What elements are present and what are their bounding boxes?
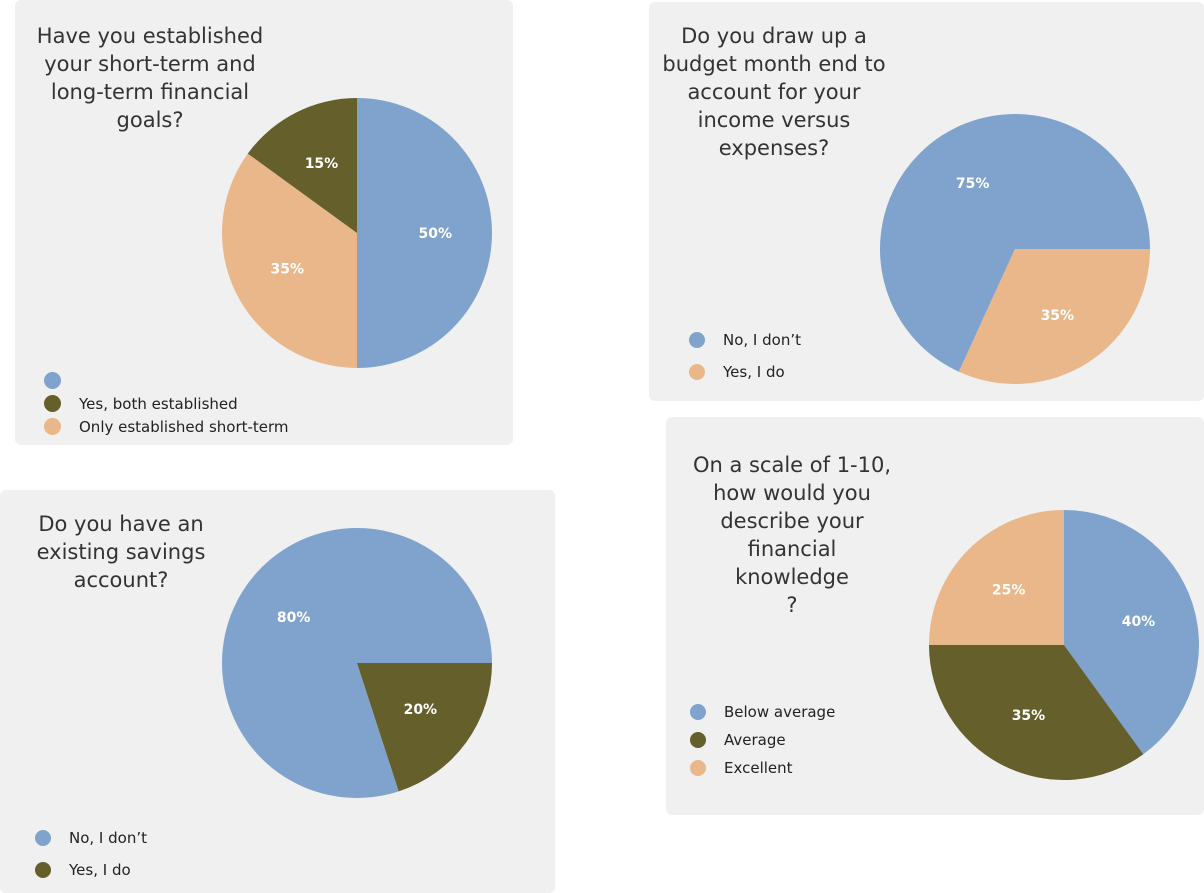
- pie-slice: [357, 663, 492, 792]
- legend-item: No, I don’t: [689, 324, 801, 356]
- pie-slice: [880, 114, 1150, 372]
- chart-title: Do you draw up a budget month end to accou…: [662, 24, 886, 160]
- slice-label: 35%: [270, 262, 304, 278]
- slice-label: 75%: [956, 176, 990, 192]
- pie-slice: [929, 510, 1064, 645]
- pie-slice: [958, 249, 1150, 384]
- slice-label: 35%: [1012, 708, 1046, 724]
- legend-swatch-peach: [690, 760, 706, 776]
- legend-label: Average: [724, 731, 786, 749]
- slice-label: 25%: [992, 583, 1026, 599]
- legend-swatch-olive: [690, 732, 706, 748]
- legend-item: Below average: [690, 698, 835, 726]
- legend-label: Below average: [724, 703, 836, 721]
- legend-item: [44, 369, 289, 392]
- legend-swatch-olive: [35, 862, 51, 878]
- pie-slice: [1064, 510, 1199, 755]
- chart-legend: Yes, both established Only established s…: [44, 369, 289, 438]
- slice-label: 20%: [404, 702, 438, 718]
- legend-label: No, I don’t: [69, 829, 147, 847]
- legend-label: Excellent: [724, 759, 793, 777]
- legend-label: No, I don’t: [723, 331, 801, 349]
- pie-chart-financial-knowledge: 40% 35% 25%: [929, 510, 1199, 780]
- chart-legend: No, I don’t Yes, I do: [35, 822, 147, 886]
- survey-card-savings-account: Do you have an existing savings account? 8…: [0, 490, 555, 893]
- legend-swatch-blue: [689, 332, 705, 348]
- chart-title: Do you have an existing savings account?: [36, 512, 206, 592]
- slice-label: 40%: [1122, 614, 1156, 630]
- pie-slice: [222, 153, 357, 368]
- pie-chart-monthly-budget: 75% 35%: [880, 114, 1150, 384]
- legend-swatch-olive: [44, 395, 61, 412]
- legend-swatch-blue: [44, 372, 61, 389]
- chart-title: Have you established your short-term and l…: [36, 24, 264, 132]
- legend-label: Only established short-term: [79, 417, 289, 436]
- legend-item: Excellent: [690, 754, 835, 782]
- pie-chart-savings-account: 80% 20%: [221, 528, 492, 798]
- pie-slice: [357, 98, 492, 368]
- legend-label: Yes, I do: [723, 363, 785, 381]
- pie-slice: [929, 645, 1144, 780]
- legend-label: Yes, I do: [69, 861, 131, 879]
- survey-card-monthly-budget: Do you draw up a budget month end to accou…: [649, 2, 1204, 401]
- legend-item: Yes, I do: [35, 854, 147, 886]
- legend-swatch-blue: [35, 830, 51, 846]
- slice-label: 50%: [419, 226, 453, 242]
- legend-item: No, I don’t: [35, 822, 147, 854]
- pie-slice: [221, 528, 492, 798]
- legend-label: Yes, both established: [79, 394, 238, 413]
- slice-label: 80%: [277, 610, 311, 626]
- legend-swatch-peach: [689, 364, 705, 380]
- slice-label: 35%: [1041, 308, 1075, 324]
- slice-label: 15%: [305, 156, 339, 172]
- legend-swatch-peach: [44, 418, 61, 435]
- survey-card-financial-goals: Have you established your short-term and l…: [15, 0, 513, 445]
- survey-card-financial-knowledge: On a scale of 1-10, how would you describe…: [666, 417, 1204, 815]
- legend-item: Average: [690, 726, 835, 754]
- chart-title: On a scale of 1-10, how would you describe…: [692, 453, 892, 617]
- chart-legend: No, I don’t Yes, I do: [689, 324, 801, 388]
- legend-swatch-blue: [690, 704, 706, 720]
- legend-item: Only established short-term: [44, 415, 289, 438]
- legend-item: Yes, I do: [689, 356, 801, 388]
- legend-item: Yes, both established: [44, 392, 289, 415]
- pie-slice: [247, 98, 357, 233]
- chart-legend: Below average Average Excellent: [690, 698, 835, 782]
- pie-chart-financial-goals: 50% 35% 15%: [222, 98, 492, 368]
